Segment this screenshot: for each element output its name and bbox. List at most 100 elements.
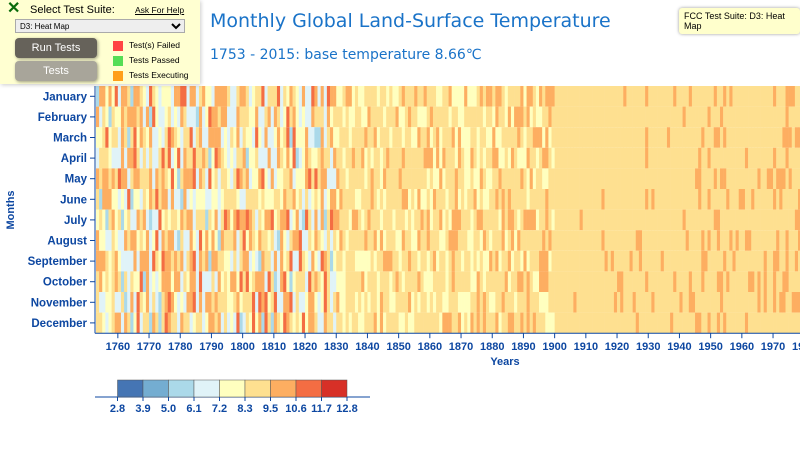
- cell: [666, 147, 671, 169]
- cell: [220, 106, 225, 128]
- cell: [554, 168, 559, 189]
- cell: [183, 209, 187, 231]
- cell: [133, 127, 137, 148]
- cell: [177, 271, 181, 292]
- cell: [105, 271, 109, 292]
- close-icon[interactable]: ✕: [7, 0, 21, 17]
- cell: [567, 312, 571, 334]
- cell: [245, 189, 250, 210]
- passed-swatch: [113, 55, 123, 66]
- cell: [557, 86, 562, 107]
- cell: [264, 189, 268, 210]
- run-tests-button[interactable]: Run Tests: [15, 38, 97, 58]
- cell: [648, 292, 652, 313]
- cell: [607, 127, 612, 148]
- cell: [791, 230, 796, 251]
- cell: [741, 209, 746, 231]
- cell: [545, 312, 549, 334]
- cell: [738, 209, 743, 231]
- cell: [588, 168, 593, 189]
- cell: [495, 292, 499, 313]
- cell: [448, 271, 452, 292]
- cell: [695, 86, 699, 107]
- fcc-test-suite-badge[interactable]: FCC Test Suite: D3: Heat Map: [679, 8, 800, 34]
- cell: [217, 230, 222, 251]
- cell: [389, 147, 393, 169]
- cell: [526, 127, 530, 148]
- cell: [529, 292, 534, 313]
- year-label: 1900: [542, 341, 566, 353]
- cell: [348, 312, 353, 334]
- cell: [330, 312, 334, 334]
- ask-for-help-link[interactable]: Ask For Help: [135, 5, 185, 15]
- cell: [239, 147, 243, 169]
- cell: [623, 147, 627, 169]
- cell: [635, 209, 640, 231]
- year-label: 1760: [106, 341, 130, 353]
- year-label: 1860: [418, 341, 442, 353]
- cell: [283, 127, 287, 148]
- cell: [673, 147, 677, 169]
- cell: [785, 127, 789, 148]
- cell: [298, 127, 303, 148]
- cell: [779, 168, 783, 189]
- cell: [420, 250, 424, 272]
- test-suite-select[interactable]: D3: Heat Map: [15, 19, 185, 33]
- cell: [539, 271, 543, 292]
- cell: [507, 168, 512, 189]
- cell: [117, 209, 122, 231]
- tests-button[interactable]: Tests: [15, 61, 97, 81]
- cell: [610, 312, 615, 334]
- cell: [704, 168, 708, 189]
- cell: [361, 292, 365, 313]
- cell: [495, 271, 499, 292]
- cell: [414, 312, 418, 334]
- cell: [264, 86, 268, 107]
- cell: [301, 147, 306, 169]
- cell: [501, 168, 506, 189]
- cell: [127, 86, 131, 107]
- cell: [305, 230, 309, 251]
- cell: [386, 168, 390, 189]
- cell: [142, 106, 147, 128]
- cell: [645, 209, 649, 231]
- cell: [102, 86, 106, 107]
- cell: [264, 292, 268, 313]
- cell: [177, 106, 181, 128]
- cell: [498, 292, 502, 313]
- cell: [339, 209, 343, 231]
- cell: [666, 106, 671, 128]
- cell: [99, 106, 103, 128]
- cell: [308, 86, 312, 107]
- cell: [798, 189, 800, 210]
- cell: [361, 209, 365, 231]
- cell: [539, 312, 543, 334]
- cell: [298, 209, 303, 231]
- cell: [136, 86, 140, 107]
- cell: [682, 189, 686, 210]
- cell: [236, 147, 240, 169]
- cell: [398, 106, 403, 128]
- cell: [401, 271, 406, 292]
- cell: [361, 271, 365, 292]
- cell: [601, 86, 605, 107]
- cell: [495, 127, 499, 148]
- cell: [682, 292, 686, 313]
- cell: [716, 312, 721, 334]
- cell: [782, 86, 786, 107]
- cell: [130, 147, 134, 169]
- cell: [333, 230, 337, 251]
- cell: [155, 312, 159, 334]
- cell: [579, 312, 584, 334]
- cell: [798, 106, 800, 128]
- cell: [105, 168, 109, 189]
- cell: [507, 147, 512, 169]
- cell: [439, 250, 443, 272]
- cell: [330, 106, 334, 128]
- cell: [723, 292, 727, 313]
- cell: [760, 292, 764, 313]
- cell: [180, 86, 184, 107]
- cell: [227, 312, 231, 334]
- cell: [741, 86, 746, 107]
- cell: [617, 292, 621, 313]
